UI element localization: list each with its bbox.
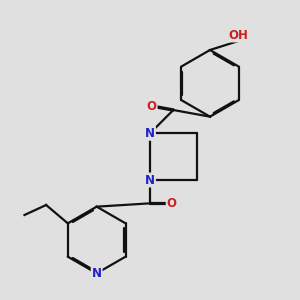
Text: N: N [145, 173, 155, 187]
Text: OH: OH [228, 28, 248, 41]
Text: N: N [145, 127, 155, 140]
Text: O: O [147, 100, 157, 113]
Text: O: O [167, 197, 177, 210]
Text: N: N [92, 267, 102, 280]
